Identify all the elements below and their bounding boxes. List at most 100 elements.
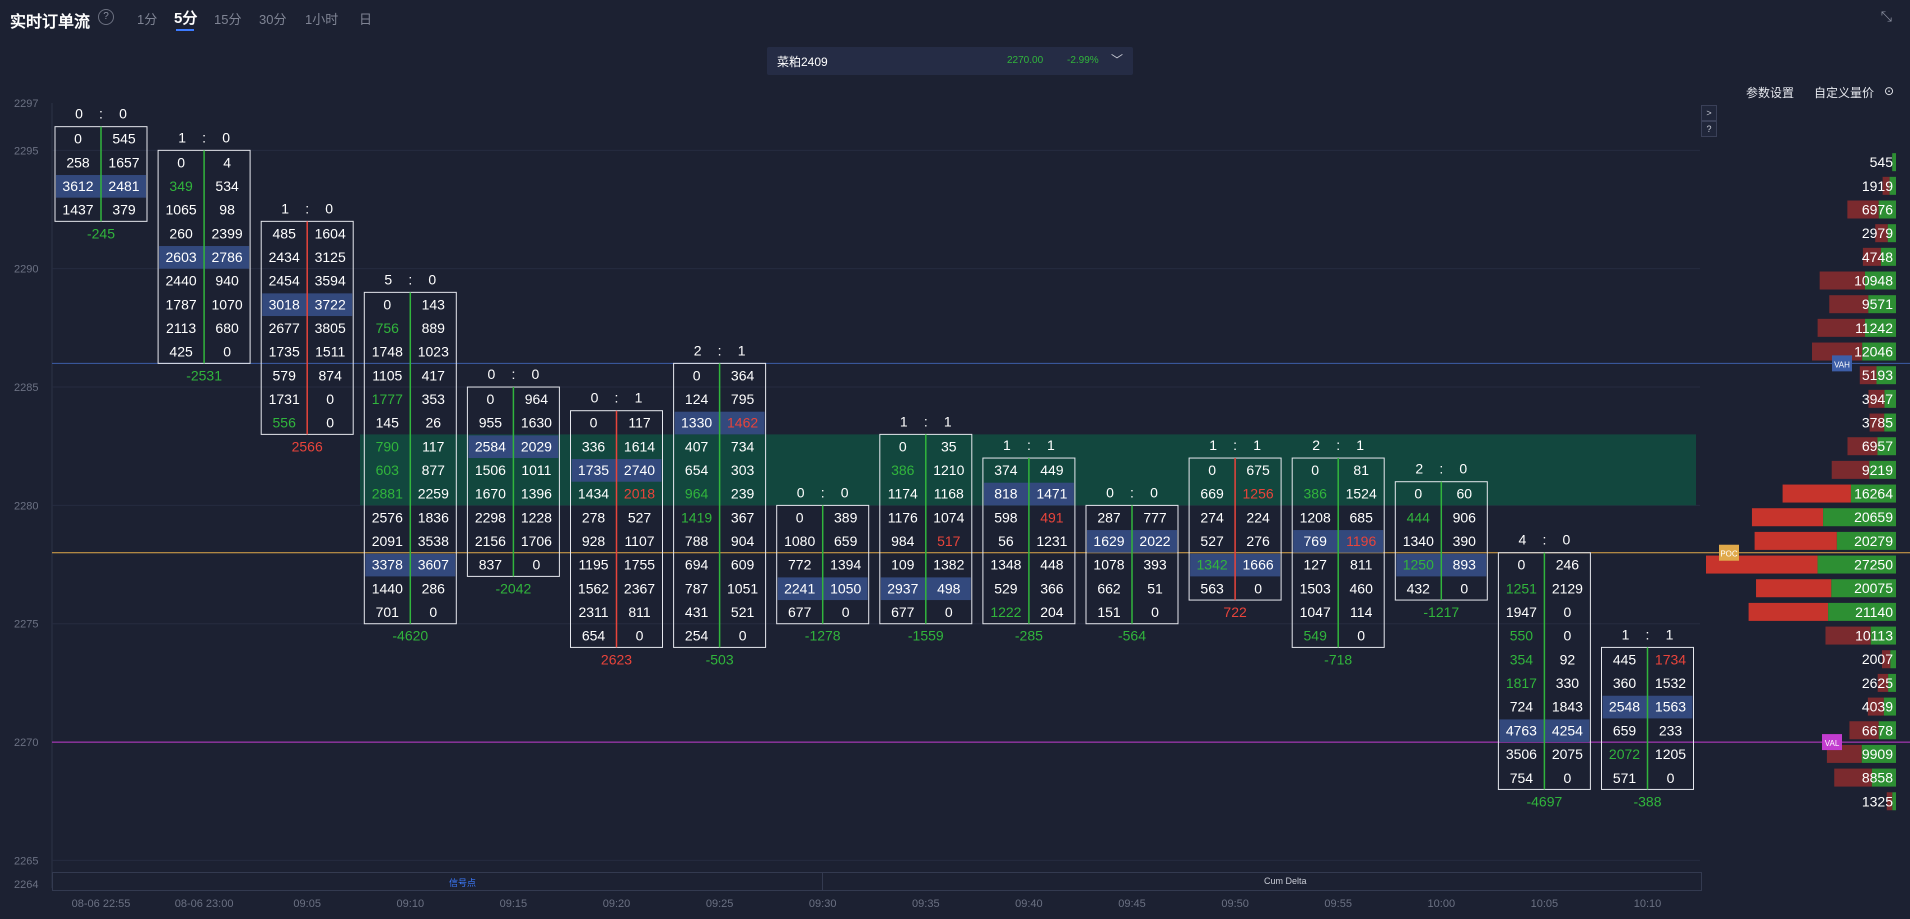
bid-volume: 669 [1200, 486, 1224, 502]
bid-volume: 2584 [475, 438, 506, 454]
ask-volume: 0 [533, 557, 541, 573]
instrument-selector[interactable]: 菜粕2409 2270.00 -2.99% ﹀ [767, 47, 1133, 75]
profile-sell-bar [1825, 626, 1871, 645]
timeframe-30m[interactable]: 30分 [259, 12, 287, 27]
bid-volume: 964 [685, 486, 709, 502]
bid-volume: 2156 [475, 533, 506, 549]
time-tick-label: 10:00 [1428, 898, 1456, 910]
footprint-bar: 1:1 374 449 818 1471 598 491 56 1231 1348 448 529 36… [982, 437, 1076, 644]
timeframe-1h[interactable]: 1小时 [305, 12, 339, 27]
custom-price-link[interactable]: 自定义量价 [1814, 86, 1875, 100]
ask-volume: 0 [326, 391, 334, 407]
profile-sell-bar [1886, 792, 1893, 811]
profile-buy-bar [1884, 389, 1896, 408]
expand-panel-button[interactable]: > [1701, 105, 1717, 121]
bid-volume: 425 [169, 344, 193, 360]
bid-volume: 754 [1510, 770, 1534, 786]
bid-volume: 1434 [578, 486, 609, 502]
timeframe-day[interactable]: 日 [359, 12, 373, 27]
ask-volume: 517 [937, 533, 961, 549]
ask-volume: 353 [422, 391, 446, 407]
time-tick-label: 09:15 [500, 898, 528, 910]
ask-volume: 448 [1040, 557, 1064, 573]
bid-volume: 1342 [1197, 557, 1228, 573]
time-tick-label: 09:05 [293, 898, 321, 910]
footprint-bar: 1:1 0 35 386 1210 1174 1168 1176 1074 984 517 109 13… [879, 413, 973, 644]
profile-buy-bar [1884, 413, 1896, 432]
bid-volume: 109 [891, 557, 915, 573]
bid-volume: 2677 [269, 320, 300, 336]
level-tag-label: VAL [1825, 739, 1840, 748]
profile-sell-bar [1869, 413, 1885, 432]
bar-delta: -2042 [495, 580, 531, 596]
help-icon[interactable]: ? [98, 9, 114, 25]
imbalance-sell: 1 [1666, 626, 1674, 642]
ask-volume: 3607 [418, 557, 449, 573]
bid-volume: 0 [899, 438, 907, 454]
imbalance-buy: 0 [75, 106, 83, 122]
imbalance-buy: 1 [178, 129, 186, 145]
ask-volume: 685 [1350, 509, 1374, 525]
bid-volume: 2576 [372, 509, 403, 525]
bid-volume: 579 [273, 367, 297, 383]
bid-volume: 598 [994, 509, 1018, 525]
ask-volume: 3538 [418, 533, 449, 549]
settings-link[interactable]: 参数设置 [1746, 86, 1795, 100]
profile-buy-bar [1870, 626, 1896, 645]
profile-sell-bar [1847, 200, 1879, 219]
bar-delta: -1217 [1423, 604, 1459, 620]
bid-volume: 1437 [62, 202, 93, 218]
profile-volume-label: 2007 [1862, 651, 1893, 667]
ask-volume: 51 [1147, 580, 1163, 596]
timeframe-15m[interactable]: 15分 [214, 12, 242, 27]
cum-delta-label[interactable]: Cum Delta [1264, 876, 1307, 886]
collapse-icon[interactable]: ⤡ [1880, 8, 1892, 24]
bar-delta: -1278 [805, 628, 841, 644]
bid-volume: 0 [1208, 462, 1216, 478]
chart-help-button[interactable]: ? [1701, 121, 1717, 137]
imbalance-sell: 0 [222, 129, 230, 145]
ask-volume: 330 [1556, 675, 1580, 691]
imbalance-buy: 1 [281, 200, 289, 216]
ask-volume: 143 [422, 296, 446, 312]
bid-volume: 677 [788, 604, 812, 620]
timeframe-5m[interactable]: 5分 [174, 10, 198, 27]
bid-volume: 1817 [1506, 675, 1537, 691]
level-lines [52, 362, 1910, 743]
bid-volume: 1105 [372, 367, 402, 383]
ask-volume: 1107 [624, 533, 654, 549]
bid-volume: 556 [273, 415, 297, 431]
bar-delta: -2531 [186, 367, 222, 383]
settings-circle-icon[interactable]: ⊙ [1884, 84, 1895, 98]
ask-volume: 92 [1560, 651, 1576, 667]
imbalance-separator: : [305, 200, 309, 216]
bid-volume: 1348 [990, 557, 1021, 573]
profile-sell-bar [1867, 697, 1884, 716]
price-tick-label: 2295 [14, 145, 38, 157]
ask-volume: 877 [422, 462, 446, 478]
bid-volume: 677 [891, 604, 915, 620]
profile-volume-label: 16264 [1854, 486, 1893, 502]
bid-volume: 563 [1200, 580, 1224, 596]
active-timeframe-indicator [176, 29, 194, 31]
ask-volume: 491 [1040, 509, 1064, 525]
chart-axes: 22972295229022852280227522702265226408-0… [14, 98, 1661, 910]
signal-label[interactable]: 信号点 [449, 878, 477, 888]
ask-volume: 3722 [315, 296, 346, 312]
time-tick-label: 08-06 23:00 [175, 898, 234, 910]
bid-volume: 432 [1407, 580, 1431, 596]
bid-volume: 772 [788, 557, 812, 573]
profile-buy-bar [1878, 200, 1896, 219]
imbalance-sell: 1 [1047, 437, 1055, 453]
timeframe-1m[interactable]: 1分 [137, 12, 158, 27]
ask-volume: 460 [1350, 580, 1374, 596]
profile-buy-bar [1862, 342, 1896, 361]
bid-volume: 1330 [681, 415, 712, 431]
bid-volume: 278 [582, 509, 606, 525]
bid-volume: 0 [487, 391, 495, 407]
imbalance-sell: 0 [1150, 484, 1158, 500]
imbalance-separator: : [1646, 626, 1650, 642]
